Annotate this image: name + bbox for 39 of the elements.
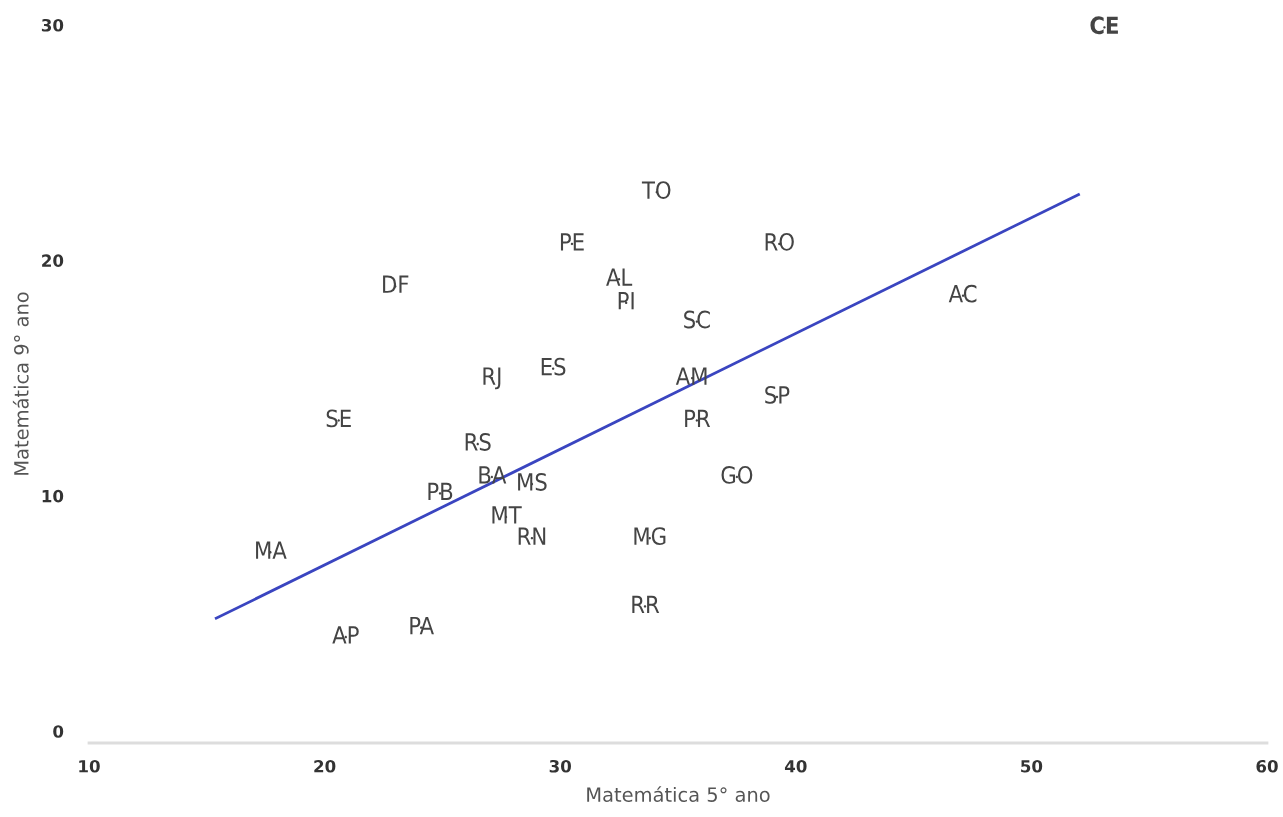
- data-label: DF: [383, 275, 409, 293]
- x-tick-label: 50: [1021, 759, 1043, 773]
- data-label: ES: [541, 357, 566, 376]
- data-label: RR: [632, 595, 660, 613]
- y-tick-label: 10: [42, 489, 64, 503]
- data-label: GO: [721, 465, 753, 484]
- data-label: SE: [326, 409, 351, 428]
- data-label: RJ: [483, 367, 501, 390]
- data-label: AL: [606, 268, 633, 286]
- data-label: RN: [518, 527, 546, 545]
- data-label: MA: [256, 541, 287, 559]
- data-label: CE: [1090, 16, 1118, 35]
- data-label: MS: [518, 473, 547, 491]
- x-tick-label: 10: [79, 759, 100, 773]
- x-tick-label: 30: [549, 759, 571, 773]
- data-label: PE: [560, 233, 584, 251]
- data-label: BA: [479, 466, 507, 484]
- data-label: PR: [685, 409, 711, 427]
- data-label: MT: [492, 506, 522, 524]
- y-tick-label: 20: [42, 254, 64, 267]
- data-label: TO: [641, 181, 671, 199]
- data-label: PA: [410, 616, 434, 635]
- data-label: SC: [684, 310, 710, 329]
- x-tick-label: 60: [1256, 759, 1278, 773]
- data-label: RO: [765, 232, 794, 251]
- data-label: MG: [634, 527, 666, 546]
- data-label: RS: [465, 433, 491, 451]
- data-label: PI: [618, 292, 634, 310]
- x-tick-label: 40: [784, 759, 807, 773]
- data-label: AM: [675, 367, 707, 385]
- y-axis-title: Matemática 9° ano: [12, 292, 29, 475]
- data-label: AC: [948, 284, 977, 303]
- data-label: AP: [332, 626, 359, 644]
- data-label: SP: [765, 385, 790, 404]
- data-label: PB: [428, 482, 453, 500]
- x-tick-label: 20: [314, 759, 336, 773]
- y-tick-label: 30: [41, 18, 64, 32]
- x-axis-title: Matemática 5° ano: [587, 786, 770, 802]
- y-tick-label: 0: [53, 725, 64, 738]
